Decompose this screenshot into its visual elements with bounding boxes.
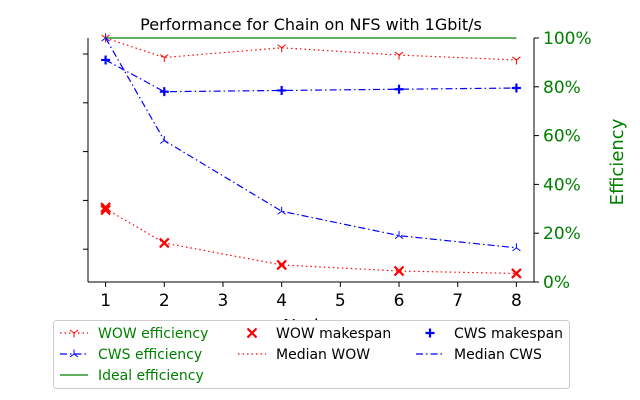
series-line	[105, 208, 517, 275]
series-median-cws	[105, 59, 517, 93]
right-tick-label: 60%	[543, 127, 581, 147]
data-point	[512, 56, 521, 65]
right-tick-label: 80%	[543, 78, 581, 98]
data-point	[511, 268, 522, 279]
data-point	[393, 265, 405, 277]
legend-marker	[246, 327, 258, 339]
x-axis: 1 2 3 4 5 6 7 8	[100, 282, 522, 311]
data-point	[277, 44, 286, 53]
x-tick-label: 4	[276, 291, 287, 311]
legend-entry: CWS makespan	[425, 326, 563, 342]
data-point	[277, 206, 286, 215]
right-axis: 0% 20% 40% 60% 80% 100%	[534, 29, 592, 293]
legend-label: CWS efficiency	[98, 347, 202, 363]
data-point	[100, 204, 111, 216]
data-point	[101, 55, 111, 65]
legend-marker	[69, 329, 79, 338]
data-point	[159, 54, 169, 63]
legend: WOW efficiency WOW makespan CWS makespan CW…	[53, 320, 570, 389]
legend-label: Ideal efficiency	[98, 368, 204, 384]
x-tick-label: 7	[452, 291, 463, 311]
legend-box	[53, 320, 570, 389]
x-tick-label: 3	[218, 291, 229, 311]
right-tick-label: 0%	[543, 273, 570, 293]
series-line	[105, 59, 517, 93]
legend-entry: WOW efficiency	[60, 326, 208, 342]
legend-marker	[425, 328, 435, 338]
data-point	[512, 243, 521, 252]
data-point	[276, 259, 287, 271]
legend-label: Median WOW	[276, 347, 370, 363]
legend-entry: Ideal efficiency	[60, 368, 204, 384]
legend-entry: CWS efficiency	[60, 347, 202, 363]
data-point	[159, 135, 169, 144]
legend-marker	[69, 349, 79, 358]
right-tick-label: 20%	[543, 224, 581, 244]
chart-title: Performance for Chain on NFS with 1Gbit/…	[140, 15, 482, 34]
x-tick-label: 2	[159, 291, 170, 311]
series-line	[105, 37, 517, 249]
legend-label: CWS makespan	[454, 326, 563, 342]
series-median-wow	[105, 208, 517, 275]
legend-entry: Median WOW	[238, 347, 370, 363]
data-point	[394, 231, 404, 240]
series-line	[105, 37, 517, 61]
x-tick-label: 8	[511, 291, 522, 311]
legend-label: WOW efficiency	[98, 326, 208, 342]
left-axis	[83, 53, 88, 250]
legend-entry: Median CWS	[416, 347, 542, 363]
series-cws-efficiency	[101, 33, 521, 252]
data-point	[100, 202, 111, 213]
series-layer	[100, 33, 522, 279]
x-tick-label: 5	[335, 291, 346, 311]
data-point	[159, 87, 169, 97]
legend-label: Median CWS	[454, 347, 542, 363]
x-tick-label: 1	[100, 291, 111, 311]
plot-area	[87, 38, 535, 283]
series-wow-efficiency	[101, 34, 521, 65]
right-tick-label: 100%	[543, 29, 592, 49]
right-tick-label: 40%	[543, 175, 581, 195]
data-point	[394, 51, 404, 60]
x-tick-label: 6	[394, 291, 405, 311]
legend-label: WOW makespan	[276, 326, 391, 342]
legend-entry: WOW makespan	[246, 326, 391, 342]
data-point	[511, 83, 521, 93]
right-axis-label: Efficiency	[607, 118, 628, 205]
